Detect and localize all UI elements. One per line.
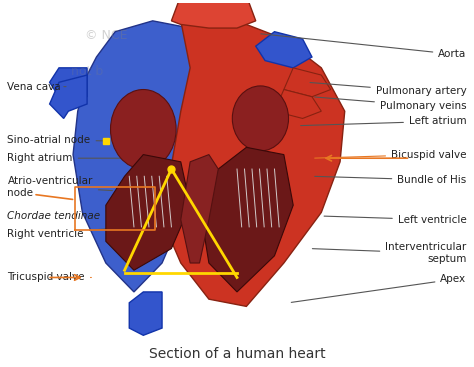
Polygon shape	[274, 90, 321, 119]
Text: Vena cava: Vena cava	[8, 81, 66, 92]
Text: © NCE: © NCE	[84, 29, 127, 42]
Text: Aorta: Aorta	[261, 34, 466, 59]
Text: Pulmonary veins: Pulmonary veins	[315, 97, 466, 111]
Ellipse shape	[110, 90, 176, 169]
Polygon shape	[181, 155, 218, 263]
Polygon shape	[50, 68, 87, 97]
Polygon shape	[129, 292, 162, 335]
Text: Pulmonary artery: Pulmonary artery	[310, 83, 466, 96]
Text: not b: not b	[71, 65, 103, 78]
Text: Right ventricle: Right ventricle	[8, 227, 127, 239]
Polygon shape	[256, 32, 312, 68]
Text: Right atrium: Right atrium	[8, 153, 122, 163]
Text: Tricuspid valve: Tricuspid valve	[8, 272, 91, 283]
Text: Interventricular
septum: Interventricular septum	[312, 242, 466, 264]
Polygon shape	[106, 155, 190, 270]
Text: Bundle of His: Bundle of His	[315, 175, 466, 185]
Polygon shape	[162, 21, 345, 306]
Polygon shape	[50, 75, 87, 119]
Text: Apex: Apex	[292, 274, 466, 302]
Text: Left ventricle: Left ventricle	[324, 215, 466, 225]
Text: Atrio-ventricular
node: Atrio-ventricular node	[8, 176, 112, 198]
Polygon shape	[200, 148, 293, 292]
Polygon shape	[73, 21, 214, 292]
Polygon shape	[172, 0, 256, 28]
Text: Bicuspid valve: Bicuspid valve	[315, 150, 466, 160]
Polygon shape	[284, 68, 331, 97]
Text: Chordae tendinae: Chordae tendinae	[8, 209, 127, 221]
Text: Left atrium: Left atrium	[301, 116, 466, 126]
Text: Section of a human heart: Section of a human heart	[149, 346, 325, 361]
Ellipse shape	[232, 86, 289, 151]
Text: Sino-atrial node: Sino-atrial node	[8, 135, 103, 145]
